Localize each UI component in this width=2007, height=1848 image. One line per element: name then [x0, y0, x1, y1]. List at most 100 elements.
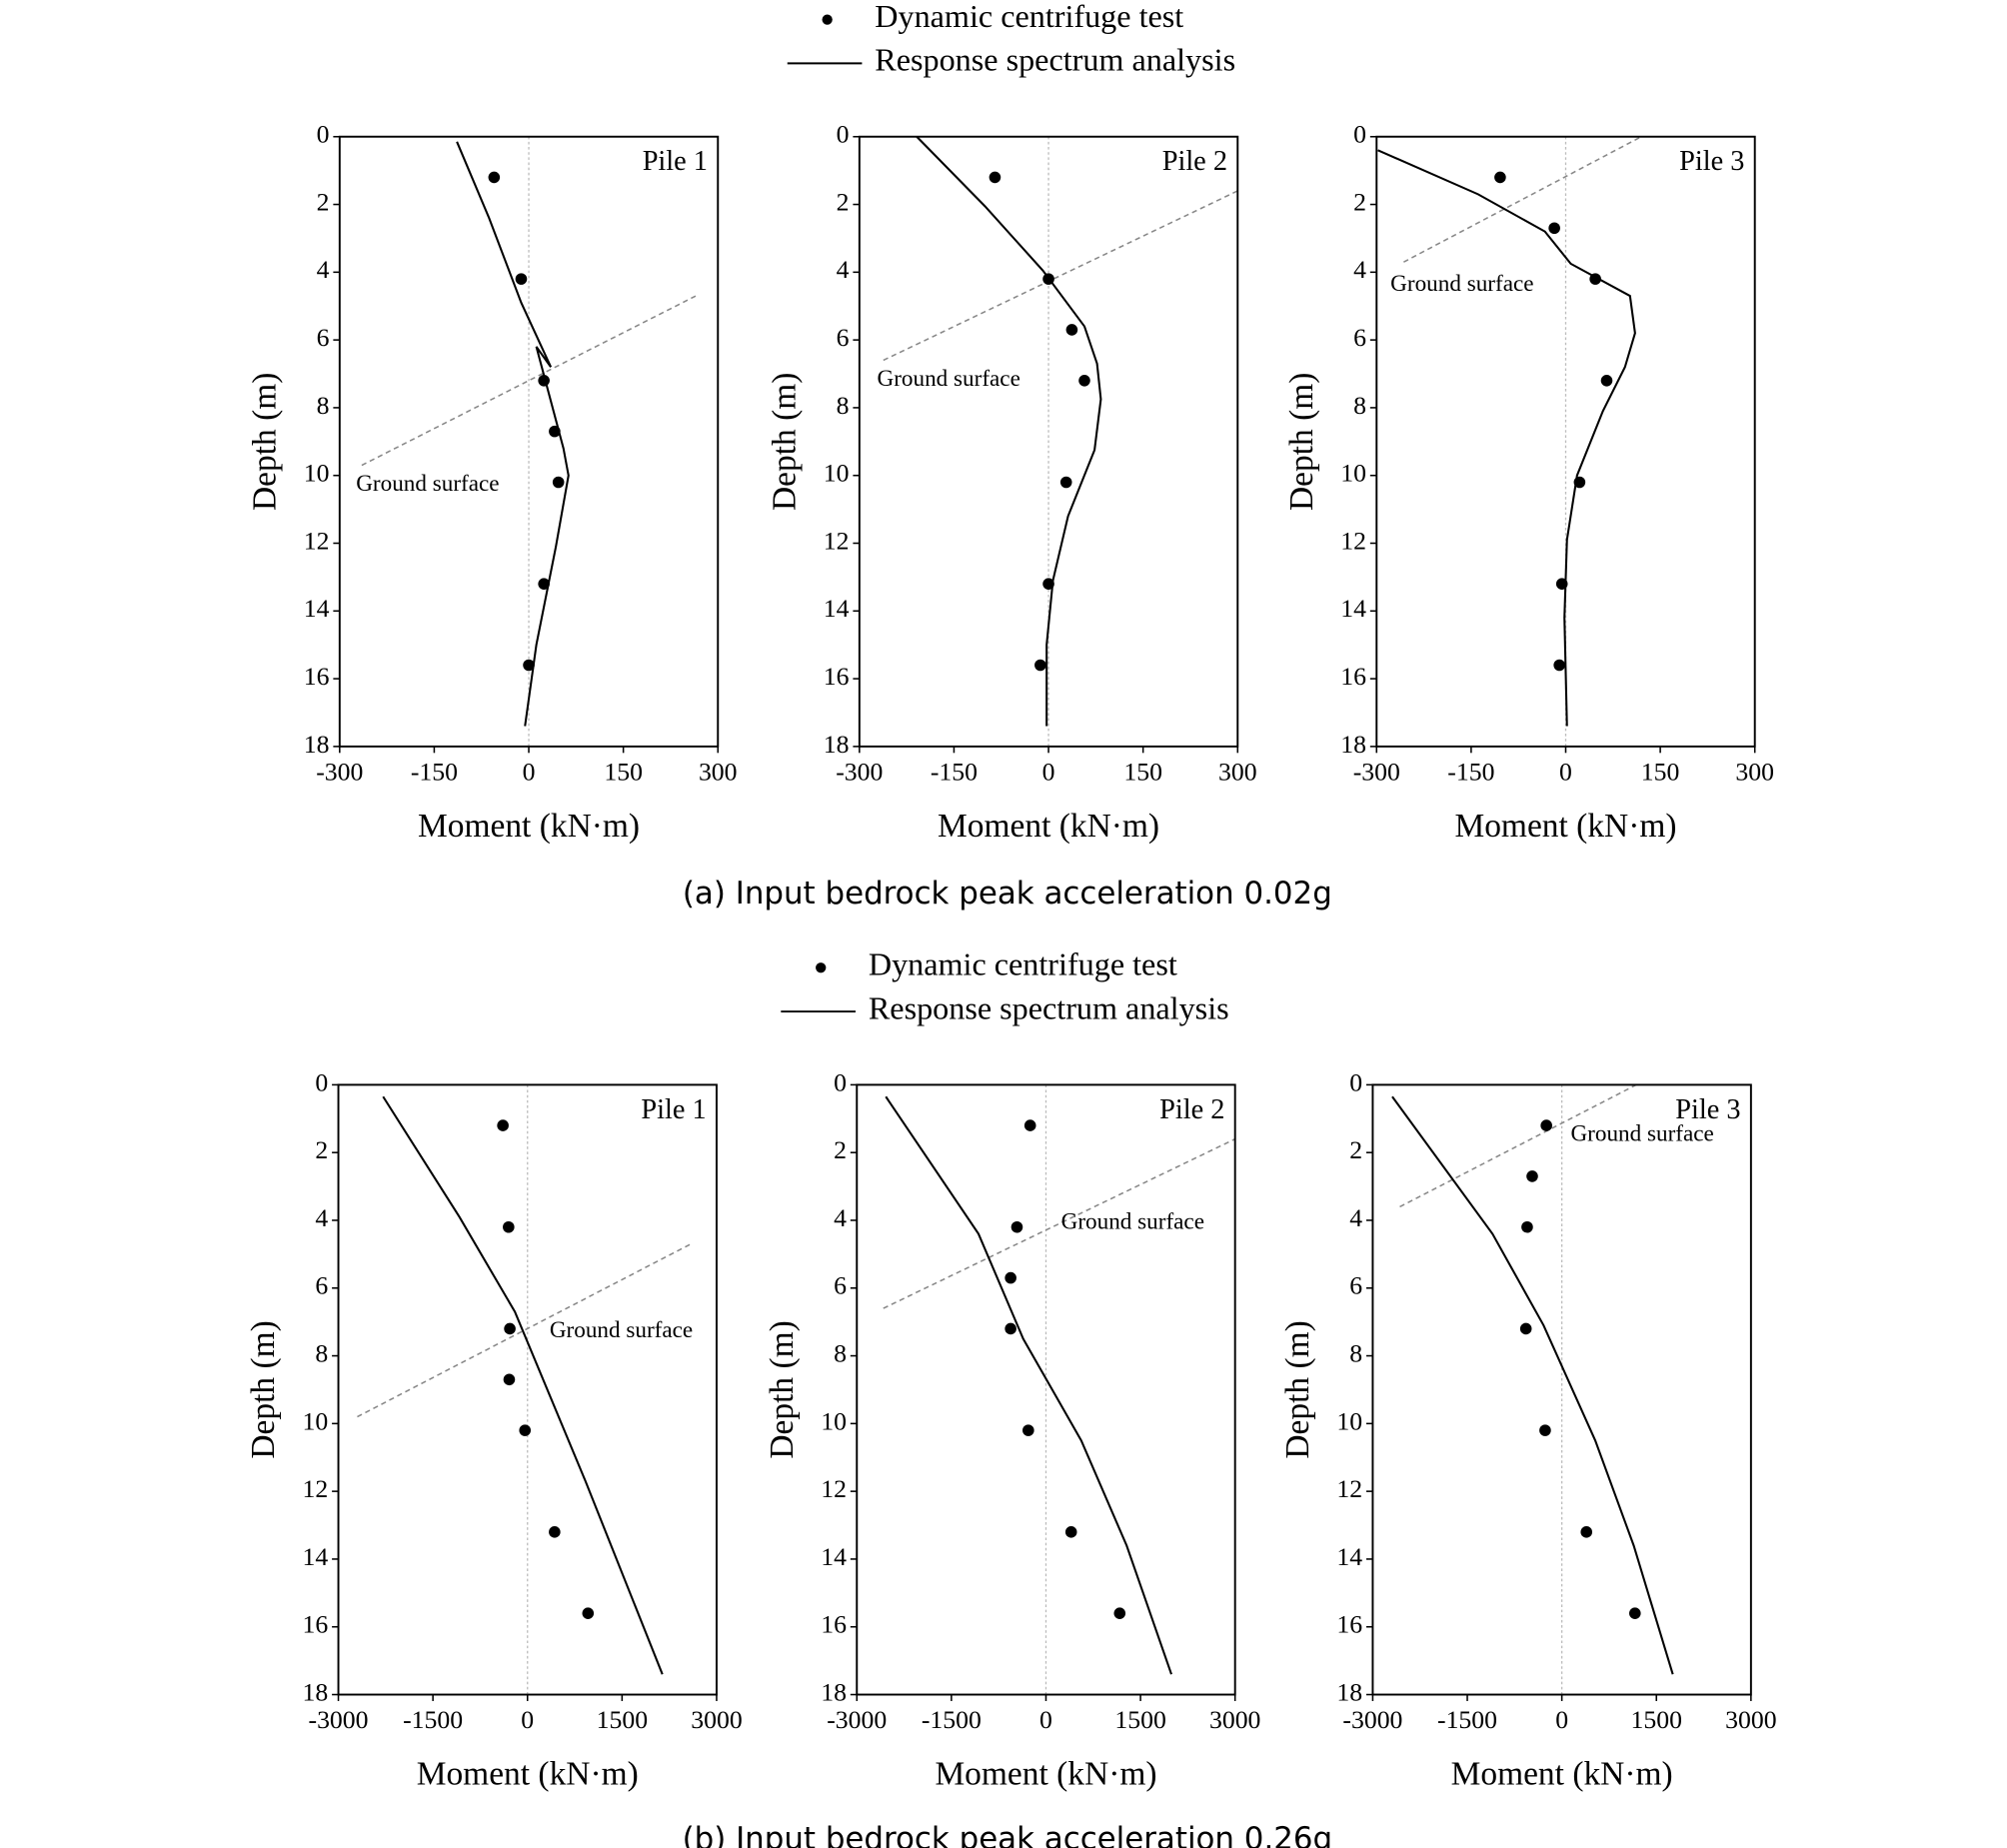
x-tick-label: 150 [1641, 757, 1680, 786]
data-point [1010, 1220, 1023, 1233]
data-point [1004, 1322, 1016, 1335]
x-tick-label: -1500 [1437, 1705, 1497, 1734]
x-tick-label: 1500 [1114, 1705, 1165, 1734]
data-point [1519, 1322, 1532, 1335]
y-tick-label: 10 [302, 1406, 328, 1435]
x-tick-label: 150 [604, 757, 643, 786]
y-tick-label: 10 [1340, 459, 1366, 488]
pile-label: Pile 2 [1162, 146, 1227, 177]
y-tick-label: 4 [317, 255, 330, 284]
legend-label: Response spectrum analysis [869, 989, 1229, 1025]
caption: (b) Input bedrock peak acceleration 0.26… [683, 1821, 1333, 1848]
y-tick-label: 10 [824, 459, 850, 488]
data-point [1629, 1607, 1641, 1619]
response-line [456, 141, 570, 727]
data-point [1553, 659, 1565, 672]
y-tick-label: 18 [821, 1677, 847, 1706]
data-point [1539, 1424, 1551, 1436]
y-tick-label: 16 [302, 1610, 328, 1639]
y-tick-label: 10 [1336, 1406, 1362, 1435]
data-point [1034, 659, 1046, 672]
data-point [1023, 1119, 1036, 1131]
data-point [582, 1607, 595, 1619]
y-tick-label: 18 [302, 1677, 328, 1706]
y-tick-label: 6 [315, 1271, 328, 1300]
y-tick-label: 4 [1353, 255, 1366, 284]
y-tick-label: 4 [837, 255, 850, 284]
pile-label: Pile 1 [641, 1094, 706, 1125]
y-axis-label: Depth (m) [245, 1320, 282, 1458]
x-tick-label: -300 [316, 757, 363, 786]
x-tick-label: 0 [521, 1705, 534, 1734]
ground-surface-line [883, 1137, 1236, 1309]
x-tick-label: -300 [1353, 757, 1400, 786]
y-tick-label: 16 [1340, 662, 1366, 691]
data-point [1065, 324, 1078, 336]
y-tick-label: 12 [824, 526, 850, 555]
y-tick-label: 18 [1340, 730, 1366, 759]
data-point [1526, 1170, 1538, 1182]
data-point [1521, 1220, 1533, 1233]
x-axis-label: Moment (kN·m) [418, 808, 640, 845]
y-tick-label: 2 [1353, 187, 1366, 216]
y-tick-label: 0 [1353, 120, 1366, 149]
y-tick-label: 2 [834, 1135, 847, 1164]
annotation: Ground surface [1570, 1121, 1713, 1147]
x-tick-label: 300 [1735, 757, 1774, 786]
data-point [1059, 476, 1072, 489]
y-tick-label: 8 [315, 1338, 328, 1367]
y-tick-label: 0 [1349, 1067, 1362, 1096]
x-tick-label: 3000 [691, 1705, 742, 1734]
legend-marker [816, 962, 827, 973]
x-tick-label: 150 [1123, 757, 1162, 786]
annotation: Ground surface [877, 366, 1019, 392]
x-tick-label: 1500 [1631, 1705, 1682, 1734]
y-tick-label: 8 [1349, 1338, 1362, 1367]
y-tick-label: 6 [834, 1271, 847, 1300]
y-tick-label: 0 [315, 1067, 328, 1096]
pile-label: Pile 1 [643, 146, 708, 177]
data-point [1494, 171, 1506, 184]
x-tick-label: -150 [1447, 757, 1494, 786]
x-tick-label: 0 [523, 757, 536, 786]
ground-surface-line [883, 190, 1238, 362]
data-point [503, 1373, 516, 1386]
x-tick-label: -3000 [1342, 1705, 1402, 1734]
data-point [497, 1119, 509, 1131]
y-tick-label: 12 [302, 1474, 328, 1503]
x-tick-label: 0 [1039, 1705, 1052, 1734]
response-line [885, 1095, 1172, 1675]
annotation: Ground surface [1061, 1209, 1204, 1235]
response-line [916, 136, 1102, 727]
x-tick-label: 0 [1559, 757, 1572, 786]
y-tick-label: 0 [834, 1067, 847, 1096]
y-tick-label: 8 [1353, 391, 1366, 420]
y-tick-label: 6 [317, 323, 330, 352]
x-tick-label: 3000 [1209, 1705, 1260, 1734]
y-tick-label: 6 [837, 323, 850, 352]
y-tick-label: 12 [1340, 526, 1366, 555]
y-axis-label: Depth (m) [246, 373, 283, 511]
data-point [515, 273, 528, 285]
data-point [1064, 1526, 1077, 1538]
y-tick-label: 10 [304, 459, 330, 488]
data-point [1113, 1607, 1126, 1619]
data-point [488, 171, 501, 184]
x-tick-label: 300 [699, 757, 738, 786]
data-point [1580, 1526, 1593, 1538]
x-tick-label: -1500 [403, 1705, 463, 1734]
y-tick-label: 14 [304, 594, 330, 623]
y-tick-label: 2 [1349, 1135, 1362, 1164]
data-point [538, 578, 550, 590]
y-tick-label: 8 [837, 391, 850, 420]
pile-label: Pile 3 [1679, 146, 1744, 177]
y-tick-label: 6 [1349, 1271, 1362, 1300]
x-axis-label: Moment (kN·m) [1451, 1756, 1673, 1793]
x-axis-label: Moment (kN·m) [938, 808, 1159, 845]
y-tick-label: 18 [824, 730, 850, 759]
y-tick-label: 2 [315, 1135, 328, 1164]
y-axis-label: Depth (m) [1279, 1320, 1316, 1458]
y-axis-label: Depth (m) [764, 1320, 801, 1458]
x-tick-label: 0 [1555, 1705, 1568, 1734]
